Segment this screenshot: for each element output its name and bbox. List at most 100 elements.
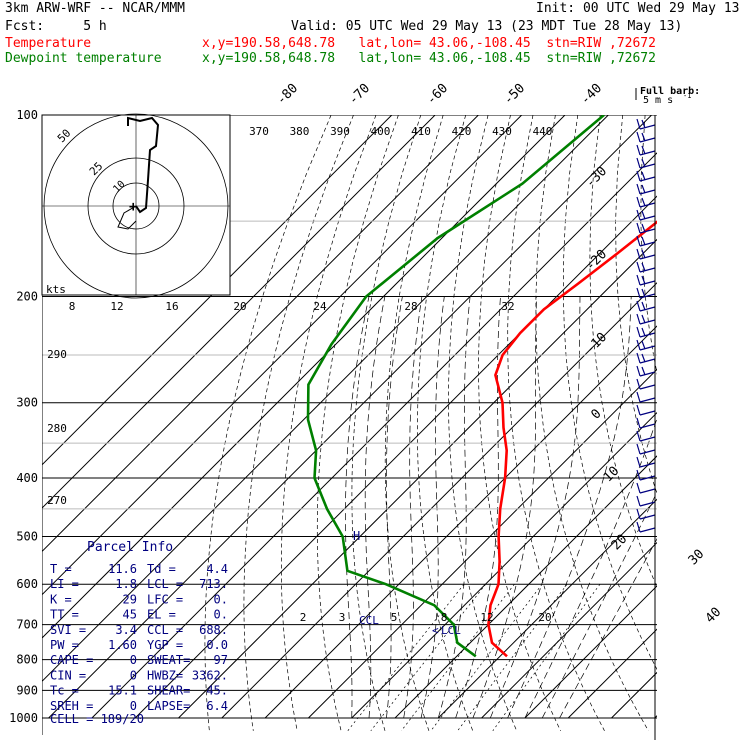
wind-barb — [642, 367, 645, 375]
wind-barb — [637, 275, 640, 285]
mixing-ratio-label: 12 — [480, 611, 493, 624]
dry-adiabat-line — [590, 115, 737, 731]
wind-barb — [642, 224, 645, 232]
wind-barb — [640, 125, 655, 129]
wind-barb — [640, 385, 655, 389]
wind-barb — [637, 301, 640, 311]
parcel-field-value: 0. — [214, 592, 228, 606]
wind-barb — [637, 431, 640, 441]
parcel-field-value: 45 — [123, 608, 137, 622]
theta-e-label: 280 — [47, 422, 67, 435]
temperature-tick-label: 0 — [588, 406, 604, 422]
theta-label: 420 — [452, 125, 472, 138]
wind-barb — [637, 392, 640, 402]
temperature-tick-label: 10 — [601, 464, 623, 486]
mixing-ratio-label: 28 — [404, 300, 417, 313]
parcel-field-value: 45. — [206, 684, 228, 698]
parcel-field-value: 0 — [130, 668, 137, 682]
wind-barb — [637, 483, 640, 493]
wind-barb — [642, 211, 645, 219]
parcel-field-label: TT = — [50, 608, 79, 622]
wind-barb — [642, 328, 645, 336]
isotherm-line — [308, 115, 740, 718]
wind-barb — [642, 315, 645, 323]
wind-barb — [640, 177, 655, 181]
temperature-tick-label: 30 — [686, 547, 708, 569]
mixing-ratio-line — [371, 584, 486, 731]
parcel-field-label: CIN = — [50, 668, 86, 682]
wind-barb — [637, 457, 640, 467]
dewpoint-profile-line — [308, 115, 604, 656]
dry-adiabat-line — [712, 115, 740, 731]
parcel-field-label: K = — [50, 592, 72, 606]
wind-barb — [642, 302, 645, 310]
dry-adiabat-line — [563, 115, 692, 731]
pressure-tick-label: 400 — [16, 471, 38, 485]
lfc-marker-icon: H — [353, 529, 360, 543]
wind-barb-legend: Full barb: 5 m s -1 — [636, 86, 700, 106]
mixing-ratio-label: 5 — [391, 611, 398, 624]
mixing-ratio-line — [348, 584, 464, 731]
wind-barb — [640, 307, 655, 311]
mixing-ratio-line — [401, 584, 514, 731]
parcel-field-label: LFC = — [147, 592, 183, 606]
parcel-field-label: CAPE = — [50, 653, 93, 667]
parcel-info-title: Parcel Info — [87, 540, 173, 555]
wind-barb — [640, 437, 655, 441]
pressure-tick-label: 500 — [16, 529, 38, 543]
parcel-field-value: 3362. — [192, 668, 228, 682]
mixing-ratio-label: 16 — [165, 300, 178, 313]
wind-barb — [640, 450, 655, 454]
wind-barb — [640, 320, 655, 324]
parcel-field-value: 713. — [199, 577, 228, 591]
wind-barb — [637, 496, 640, 506]
mixing-ratio-label: 20 — [538, 611, 551, 624]
temperature-tick-label: -40 — [578, 81, 605, 108]
moist-adiabat-line — [365, 297, 385, 719]
dry-adiabat-line — [449, 115, 517, 731]
wind-barb — [637, 171, 640, 181]
mixing-ratio-lines — [348, 584, 600, 731]
moist-adiabat-lines — [346, 297, 740, 719]
mixing-ratio-line — [493, 584, 600, 731]
wind-barb — [640, 281, 655, 285]
wind-barb — [640, 294, 655, 298]
parcel-field-label: SWEAT= — [147, 653, 190, 667]
parcel-field-value: 1.60 — [108, 638, 137, 652]
dry-adiabat-line — [665, 115, 740, 731]
wind-barb-legend-unit: 5 m s — [643, 95, 673, 106]
moist-adiabat-line — [542, 297, 738, 719]
parcel-field-label: Tc = — [50, 684, 79, 698]
wind-barb — [640, 515, 655, 519]
parcel-field-value: 11.6 — [108, 562, 137, 576]
wind-barb — [642, 198, 645, 206]
parcel-field-label: HWBZ= — [147, 668, 183, 682]
storm-cell-marker: + — [129, 199, 137, 215]
wind-barb — [642, 341, 645, 349]
wind-barb — [637, 405, 640, 415]
parcel-field-value: 4.4 — [206, 562, 228, 576]
wind-barb — [637, 210, 640, 220]
parcel-field-label: LCL = — [147, 577, 183, 591]
mixing-ratio-label: 12 — [110, 300, 123, 313]
dry-adiabat-line — [536, 115, 649, 731]
wind-barb — [640, 346, 655, 350]
wind-barb — [640, 151, 655, 155]
temperature-tick-label: -50 — [501, 81, 528, 108]
wind-barb — [637, 184, 640, 194]
wind-barb — [640, 411, 655, 415]
mixing-ratio-label: 20 — [233, 300, 246, 313]
temperature-tick-label: -30 — [583, 164, 610, 191]
wind-barb — [640, 333, 655, 337]
parcel-field-label: Td = — [147, 562, 176, 576]
parcel-field-value: 0 — [130, 699, 137, 713]
mixing-ratio-label: 3 — [339, 611, 346, 624]
temperature-tick-label: -80 — [274, 81, 301, 108]
wind-barb — [637, 327, 640, 337]
wind-barb — [637, 262, 640, 272]
